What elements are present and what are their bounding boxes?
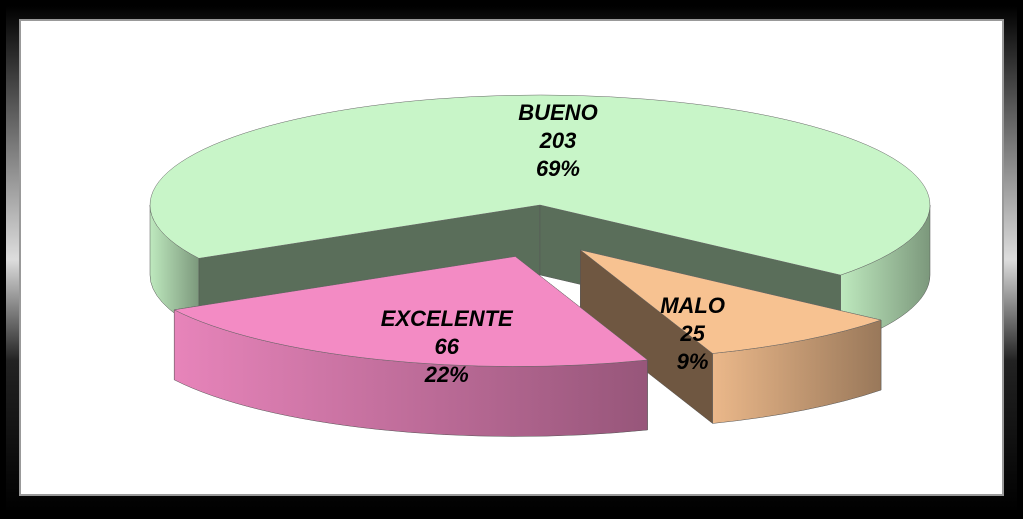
slice-label-percent: 69% <box>536 156 580 181</box>
slice-label-name: EXCELENTE <box>381 306 514 331</box>
slice-label-percent: 22% <box>424 362 469 387</box>
slice-label-value: 66 <box>434 334 459 359</box>
slice-label-name: MALO <box>660 293 725 318</box>
slice <box>580 249 882 424</box>
slice-top <box>173 256 649 367</box>
slice-label-value: 25 <box>679 321 705 346</box>
slice-label-name: BUENO <box>518 100 597 125</box>
slice-top <box>580 249 882 354</box>
slice-label-percent: 9% <box>677 349 709 374</box>
slice-label-value: 203 <box>539 128 577 153</box>
slice-top <box>149 94 931 276</box>
slice <box>173 255 649 437</box>
